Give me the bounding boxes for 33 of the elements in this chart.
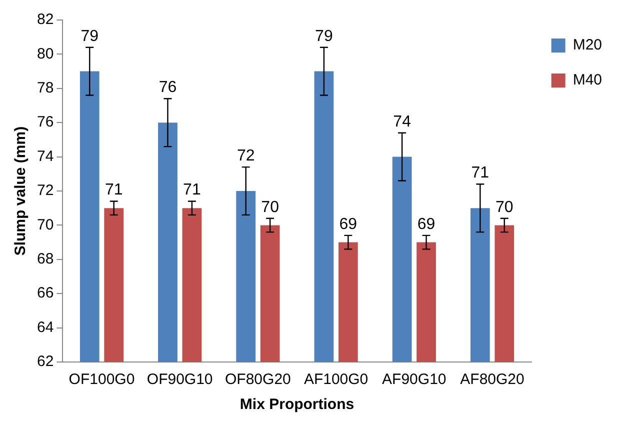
data-label: 79 [315, 28, 333, 45]
x-tick-label: AF80G20 [460, 371, 524, 388]
y-tick-label: 76 [36, 114, 54, 131]
data-label: 71 [471, 164, 490, 182]
y-tick-label: 62 [36, 353, 54, 370]
y-tick-label: 72 [36, 182, 54, 200]
x-tick-label: AF100G0 [304, 371, 368, 388]
data-label: 76 [158, 79, 177, 96]
y-tick-label: 70 [36, 216, 54, 234]
y-axis-title: Slump value (mm) [12, 126, 30, 256]
y-tick-label: 66 [36, 284, 54, 302]
x-tick-label: OF80G20 [225, 371, 291, 388]
y-tick-label: 80 [36, 45, 54, 62]
data-label: 71 [183, 182, 201, 199]
data-label: 69 [339, 216, 358, 233]
data-label: 69 [417, 216, 436, 233]
legend-label: M20 [572, 36, 602, 54]
x-axis-title: Mix Proportions [240, 396, 354, 414]
y-tick-label: 78 [36, 80, 54, 97]
y-tick-label: 74 [36, 148, 54, 165]
data-label: 72 [236, 147, 255, 164]
legend-label: M40 [572, 72, 602, 89]
data-label: 79 [80, 28, 99, 45]
data-label: 70 [261, 198, 280, 216]
x-tick-label: AF90G10 [382, 371, 446, 388]
x-tick-label: OF100G0 [68, 371, 135, 388]
y-tick-label: 68 [36, 250, 54, 268]
data-label: 70 [495, 198, 514, 216]
y-tick-label: 64 [36, 318, 54, 336]
data-label: 74 [393, 113, 412, 130]
x-tick-label: OF90G10 [146, 371, 213, 388]
y-tick-label: 82 [36, 11, 54, 28]
data-label: 71 [104, 182, 123, 199]
